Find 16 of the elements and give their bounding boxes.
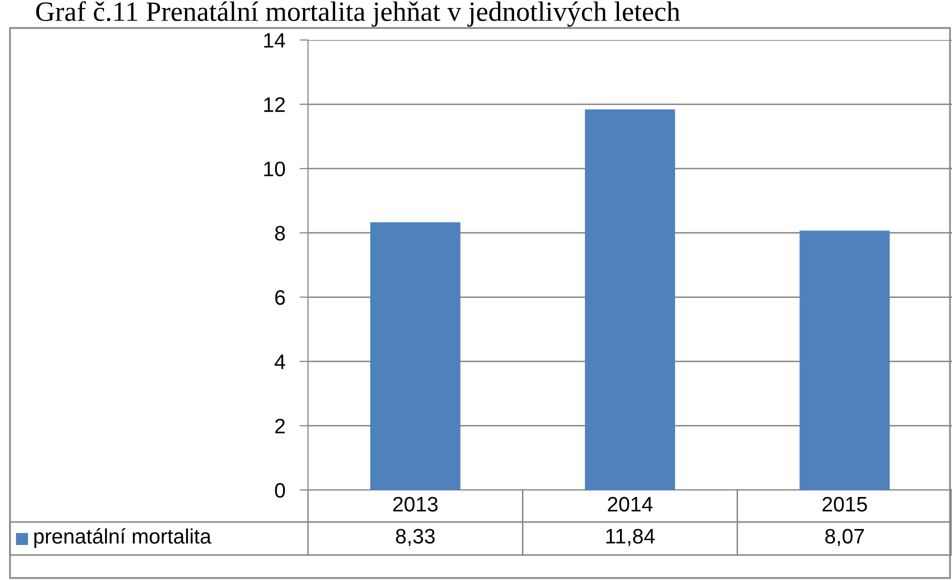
y-tick-label: 14 <box>264 33 286 48</box>
x-tick-label: 2014 <box>608 496 653 512</box>
data-label: 8,33 <box>396 528 435 546</box>
y-tick-label: 2 <box>275 418 285 434</box>
y-tick-label: 10 <box>264 162 285 176</box>
x-tick-label: 2015 <box>822 496 867 512</box>
y-tick-label: 6 <box>275 290 285 305</box>
y-tick-label: 0 <box>275 483 285 498</box>
legend-label: prenatální mortalita <box>34 528 212 548</box>
y-tick-label: 8 <box>275 226 285 241</box>
y-tick-label: 12 <box>264 97 285 112</box>
data-label: 8,07 <box>825 528 864 546</box>
data-label: 11,84 <box>606 528 655 546</box>
y-tick-label: 4 <box>274 354 286 369</box>
chart-title: Graf č.11 Prenatální mortalita jehňat v jednotlivých letech <box>36 1 680 27</box>
x-tick-label: 2013 <box>393 496 438 512</box>
